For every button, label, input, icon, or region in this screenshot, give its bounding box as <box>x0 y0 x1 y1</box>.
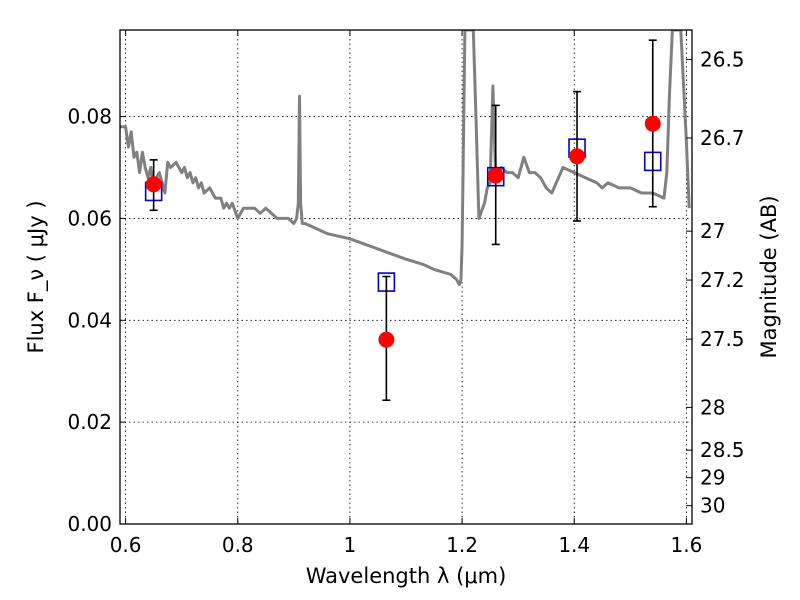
x-tick-label: 1.6 <box>670 533 702 557</box>
mag-tick-label: 28 <box>700 395 725 419</box>
x-axis-title: Wavelength λ (μm) <box>306 564 507 588</box>
observed-photometry-point <box>487 167 504 184</box>
x-tick-label: 0.6 <box>110 533 142 557</box>
spectrum-line <box>120 30 691 287</box>
observed-photometry-point <box>378 331 395 348</box>
mag-tick-label: 28.5 <box>700 438 745 462</box>
y-tick-label: 0.02 <box>67 410 112 434</box>
mag-tick-label: 27.2 <box>700 268 745 292</box>
observed-photometry-point <box>644 115 661 132</box>
mag-tick-label: 30 <box>700 494 725 518</box>
observed-photometry-point <box>569 148 586 165</box>
mag-tick-label: 26.7 <box>700 126 745 150</box>
y-tick-label: 0.04 <box>67 308 112 332</box>
x-tick-label: 1.2 <box>446 533 478 557</box>
y-tick-label: 0.00 <box>67 512 112 536</box>
mag-tick-label: 27 <box>700 219 725 243</box>
tick-labels: 0.6 0.8 1 1.2 1.4 1.6 0.00 0.02 0.04 0.06 0.08 26.5… <box>67 48 744 557</box>
mag-tick-label: 26.5 <box>700 48 745 72</box>
x-tick-label: 0.8 <box>222 533 254 557</box>
grid-lines <box>120 30 692 524</box>
right-axis-title: Magnitude (AB) <box>757 195 781 358</box>
mag-tick-label: 27.5 <box>700 327 745 351</box>
plot-frame <box>119 29 693 525</box>
x-tick-label: 1.4 <box>558 533 590 557</box>
y-tick-label: 0.06 <box>67 206 112 230</box>
axis-ticks <box>120 30 692 525</box>
mag-tick-label: 29 <box>700 466 725 490</box>
y-tick-label: 0.08 <box>67 105 112 129</box>
x-tick-label: 1 <box>344 533 357 557</box>
observed-photometry-point <box>145 176 162 193</box>
y-axis-title: Flux F_ν ( μJy ) <box>24 200 49 353</box>
plot-area <box>120 30 691 402</box>
